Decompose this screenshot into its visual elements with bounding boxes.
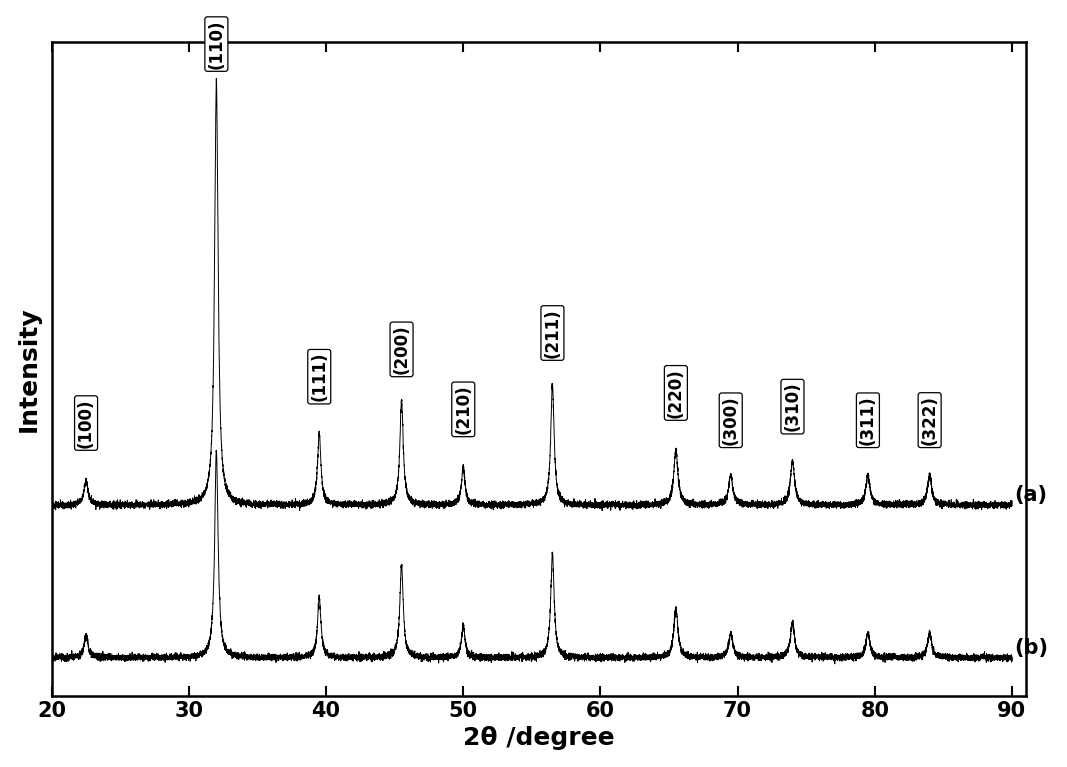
Text: (211): (211) bbox=[543, 308, 561, 358]
Text: (b): (b) bbox=[1015, 638, 1049, 658]
Text: (310): (310) bbox=[783, 382, 801, 432]
Text: (a): (a) bbox=[1015, 486, 1048, 505]
Text: (100): (100) bbox=[77, 398, 95, 448]
X-axis label: 2θ /degree: 2θ /degree bbox=[463, 726, 615, 750]
Text: (300): (300) bbox=[721, 396, 739, 445]
Text: (311): (311) bbox=[859, 396, 877, 445]
Text: (200): (200) bbox=[393, 324, 411, 374]
Text: (111): (111) bbox=[310, 352, 329, 401]
Text: (322): (322) bbox=[921, 395, 939, 445]
Text: (110): (110) bbox=[207, 19, 225, 69]
Y-axis label: Intensity: Intensity bbox=[17, 306, 41, 432]
Text: (220): (220) bbox=[667, 368, 685, 418]
Text: (210): (210) bbox=[455, 384, 473, 434]
